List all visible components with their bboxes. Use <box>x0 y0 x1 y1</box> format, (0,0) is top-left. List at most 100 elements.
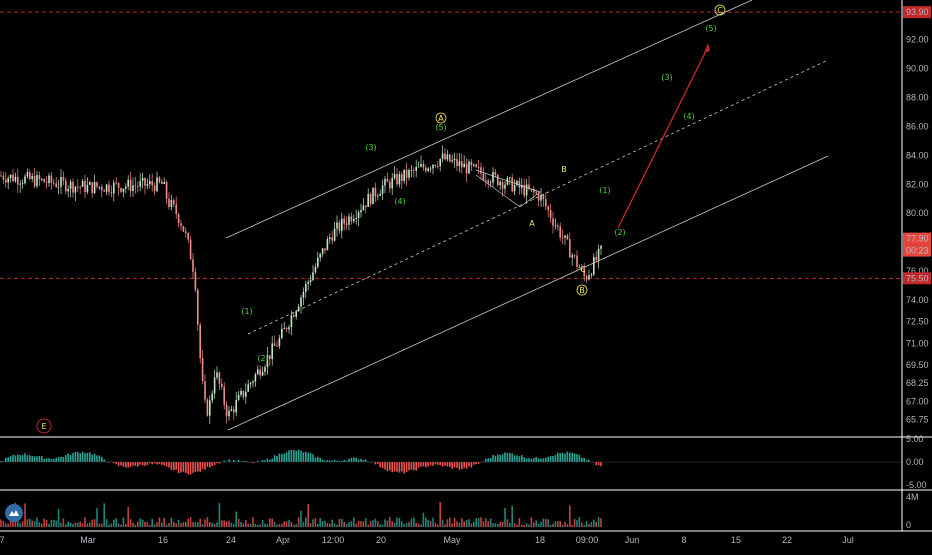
oscillator-bar <box>307 452 309 462</box>
oscillator-bar <box>12 454 14 462</box>
oscillator-bar <box>463 462 465 468</box>
oscillator-bar <box>477 462 480 464</box>
oscillator-bar <box>389 462 391 471</box>
projected-wave-label-5: (5) <box>705 24 716 33</box>
volume-bar <box>249 524 252 527</box>
oscillator-bar <box>273 455 276 462</box>
oscillator-bar <box>153 462 156 464</box>
oscillator-bar <box>566 451 569 462</box>
oscillator-bar <box>441 462 444 467</box>
oscillator-bar <box>422 462 425 467</box>
candle-body <box>374 187 377 197</box>
price-tag <box>903 232 931 245</box>
volume-bar <box>497 524 499 527</box>
volume-bar <box>197 522 199 527</box>
oscillator-bar <box>297 449 300 462</box>
volume-bar <box>7 523 9 527</box>
candle-body <box>177 213 180 224</box>
volume-bar <box>89 522 91 527</box>
oscillator-bar <box>7 457 9 462</box>
volume-bar <box>5 523 7 527</box>
candle-body <box>57 186 60 188</box>
oscillator-bar <box>45 458 48 462</box>
volume-bar <box>194 522 197 527</box>
volume-bar <box>300 510 302 527</box>
candle-body <box>449 154 451 162</box>
oscillator-bar <box>578 454 581 462</box>
candle-body <box>468 161 470 174</box>
oscillator-bar <box>581 457 583 462</box>
volume-bar <box>557 521 559 527</box>
price-axis-tick: 72.50 <box>906 317 929 327</box>
oscillator-bar <box>53 459 55 462</box>
oscillator-bar <box>163 462 165 466</box>
oscillator-bar <box>170 462 173 470</box>
volume-bar <box>84 517 86 527</box>
candle-body <box>98 186 101 188</box>
volume-bar <box>379 524 381 527</box>
candle-body <box>17 176 19 185</box>
price-axis-tick: 92.00 <box>906 35 929 45</box>
oscillator-bar <box>456 462 458 468</box>
candle-body <box>583 268 585 277</box>
volume-bar <box>269 518 271 527</box>
volume-bar <box>537 524 540 527</box>
volume-bar <box>276 524 278 527</box>
oscillator-bar <box>523 457 525 462</box>
wave-label-1: (1) <box>241 307 252 316</box>
candle-body <box>285 327 288 330</box>
candle-body <box>182 226 185 232</box>
oscillator-bar <box>355 457 357 462</box>
volume-bar <box>297 517 300 527</box>
tradingview-logo-icon[interactable] <box>5 504 23 522</box>
volume-bar <box>285 521 288 527</box>
oscillator-bar <box>588 459 590 462</box>
candle-body <box>300 297 302 307</box>
volume-bar <box>12 520 14 527</box>
candle-body <box>266 355 269 368</box>
volume-bar <box>377 521 379 527</box>
oscillator-bar <box>458 462 461 470</box>
candle-body <box>345 223 348 225</box>
price-axis-tick: 69.50 <box>906 360 929 370</box>
oscillator-bar <box>393 462 396 472</box>
volume-bar <box>139 518 141 527</box>
oscillator-bar <box>281 454 283 462</box>
price-tag-label: 00:23 <box>906 246 929 256</box>
candle-body <box>542 194 545 200</box>
oscillator-bar <box>127 462 129 468</box>
volume-bar <box>417 523 420 527</box>
candle-body <box>5 179 7 183</box>
volume-bar <box>115 518 117 527</box>
volume-bar <box>79 521 81 527</box>
oscillator-bar <box>156 462 158 465</box>
price-tag <box>903 6 931 19</box>
candle-body <box>369 194 372 205</box>
channel-lower-line <box>227 155 829 431</box>
oscillator-bar <box>499 455 501 462</box>
volume-bar <box>331 519 333 527</box>
oscillator-bar <box>41 456 43 462</box>
oscillator-bar <box>55 457 57 462</box>
candle-body <box>417 166 420 168</box>
candle-body <box>206 399 209 416</box>
oscillator-bar <box>511 453 513 462</box>
volume-bar <box>509 522 511 527</box>
candle-body <box>559 226 561 238</box>
wave-label-2: (2) <box>257 354 268 363</box>
volume-bar <box>65 524 67 527</box>
candle-body <box>204 381 206 400</box>
oscillator-bar <box>285 452 288 462</box>
volume-bar <box>427 519 429 527</box>
candle-body <box>329 237 331 240</box>
oscillator-bar <box>583 457 585 462</box>
oscillator-bar <box>271 458 273 462</box>
time-axis-tick: Apr <box>276 535 290 545</box>
candle-body <box>187 233 189 240</box>
oscillator-bar <box>341 461 343 462</box>
volume-bar <box>525 523 528 527</box>
candle-body <box>129 179 132 191</box>
